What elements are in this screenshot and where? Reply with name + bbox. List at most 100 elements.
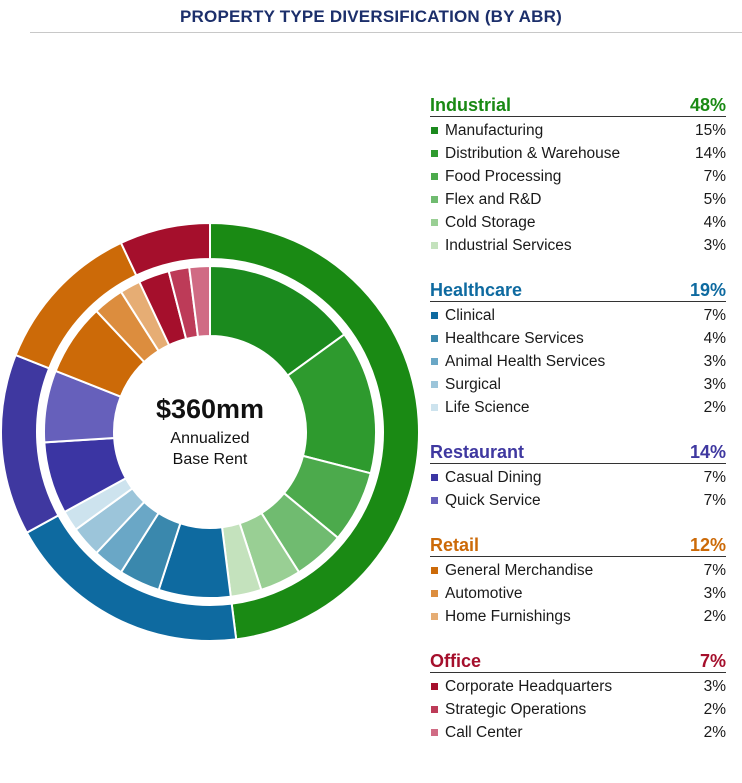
legend-item: Strategic Operations 2% (430, 698, 726, 721)
legend-item-percent: 3% (703, 585, 726, 602)
legend-item: Quick Service 7% (430, 489, 726, 512)
legend-item: Casual Dining 7% (430, 466, 726, 489)
legend-group-header: Retail 12% (430, 535, 726, 557)
outer-slice-office (119, 221, 211, 277)
legend-group-office: Office 7% Corporate Headquarters 3% Strategi… (430, 651, 726, 744)
legend-group-percent: 7% (699, 651, 726, 671)
legend-item-percent: 3% (703, 237, 726, 254)
outer-slice-industrial (209, 221, 420, 641)
legend-swatch (431, 613, 438, 620)
legend-item-percent: 14% (694, 145, 726, 162)
title-divider (30, 32, 742, 33)
legend-group-industrial: Industrial 48% Manufacturing 15% Distributio… (430, 95, 726, 257)
legend-swatch (431, 196, 438, 203)
legend-item: Corporate Headquarters 3% (430, 675, 726, 698)
legend-item-name: Food Processing (445, 168, 562, 185)
legend-group-name: Office (430, 651, 482, 671)
total-abr-value: $360mm (155, 394, 265, 424)
legend-swatch (431, 590, 438, 597)
legend-group-header: Industrial 48% (430, 95, 726, 117)
legend-swatch (431, 706, 438, 713)
total-abr-caption-line2: Base Rent (172, 451, 248, 468)
legend-item: Animal Health Services 3% (430, 350, 726, 373)
legend-item-name: Surgical (445, 376, 501, 393)
legend-item-name: Life Science (445, 399, 530, 416)
legend-item: Manufacturing 15% (430, 119, 726, 142)
legend-group-healthcare: Healthcare 19% Clinical 7% Healthcare Servic… (430, 280, 726, 419)
legend-item-percent: 7% (703, 492, 726, 509)
legend-item-percent: 3% (703, 376, 726, 393)
legend-item-name: Industrial Services (445, 237, 572, 254)
legend-swatch (431, 150, 438, 157)
legend-item: Flex and R&D 5% (430, 188, 726, 211)
legend-item-percent: 3% (703, 353, 726, 370)
legend-item-percent: 3% (703, 678, 726, 695)
legend-item-name: Animal Health Services (445, 353, 606, 370)
legend-item: Food Processing 7% (430, 165, 726, 188)
legend-item-percent: 2% (703, 724, 726, 741)
legend: Industrial 48% Manufacturing 15% Distributio… (430, 95, 726, 767)
chart-title: PROPERTY TYPE DIVERSIFICATION (BY ABR) (180, 7, 562, 26)
legend-item-percent: 4% (703, 214, 726, 231)
legend-group-name: Industrial (430, 95, 512, 115)
legend-item: Cold Storage 4% (430, 211, 726, 234)
legend-group-name: Healthcare (430, 280, 523, 300)
legend-item: Automotive 3% (430, 582, 726, 605)
legend-item-name: Corporate Headquarters (445, 678, 613, 695)
legend-group-header: Office 7% (430, 651, 726, 673)
legend-item-percent: 7% (703, 469, 726, 486)
legend-group-header: Restaurant 14% (430, 442, 726, 464)
legend-swatch (431, 497, 438, 504)
legend-item: Distribution & Warehouse 14% (430, 142, 726, 165)
legend-item-name: Clinical (445, 307, 495, 324)
legend-item-name: Cold Storage (445, 214, 536, 231)
legend-swatch (431, 729, 438, 736)
legend-item-percent: 7% (703, 562, 726, 579)
legend-group-percent: 12% (689, 535, 726, 555)
legend-swatch (431, 404, 438, 411)
legend-swatch (431, 242, 438, 249)
legend-item-name: General Merchandise (445, 562, 594, 579)
donut-center-label: $360mm Annualized Base Rent (130, 390, 290, 470)
legend-swatch (431, 127, 438, 134)
legend-item: General Merchandise 7% (430, 559, 726, 582)
legend-group-name: Retail (430, 535, 480, 555)
legend-item: Healthcare Services 4% (430, 327, 726, 350)
legend-item-name: Manufacturing (445, 122, 544, 139)
legend-item-percent: 15% (694, 122, 726, 139)
legend-swatch (431, 312, 438, 319)
legend-group-percent: 14% (689, 442, 726, 462)
legend-item-percent: 7% (703, 168, 726, 185)
legend-swatch (431, 358, 438, 365)
legend-item-name: Automotive (445, 585, 523, 602)
legend-group-retail: Retail 12% General Merchandise 7% Automotive… (430, 535, 726, 628)
legend-item: Home Furnishings 2% (430, 605, 726, 628)
legend-group-header: Healthcare 19% (430, 280, 726, 302)
legend-item-name: Casual Dining (445, 469, 542, 486)
total-abr-caption-line1: Annualized (170, 430, 250, 447)
legend-group-percent: 19% (689, 280, 726, 300)
legend-item: Call Center 2% (430, 721, 726, 744)
legend-item-name: Call Center (445, 724, 523, 741)
legend-item-percent: 4% (703, 330, 726, 347)
legend-swatch (431, 683, 438, 690)
legend-item-name: Strategic Operations (445, 701, 587, 718)
legend-item-name: Home Furnishings (445, 608, 571, 625)
legend-group-name: Restaurant (430, 442, 525, 462)
legend-swatch (431, 381, 438, 388)
legend-item-name: Healthcare Services (445, 330, 584, 347)
legend-item-percent: 5% (703, 191, 726, 208)
legend-item-percent: 2% (703, 701, 726, 718)
legend-item-percent: 2% (703, 608, 726, 625)
legend-group-percent: 48% (689, 95, 726, 115)
legend-item: Life Science 2% (430, 396, 726, 419)
legend-group-restaurant: Restaurant 14% Casual Dining 7% Quick Servic… (430, 442, 726, 512)
legend-swatch (431, 474, 438, 481)
legend-item-name: Flex and R&D (445, 191, 542, 208)
legend-item-percent: 7% (703, 307, 726, 324)
legend-swatch (431, 567, 438, 574)
legend-item-percent: 2% (703, 399, 726, 416)
inner-slice-call-center (188, 264, 211, 338)
legend-swatch (431, 335, 438, 342)
